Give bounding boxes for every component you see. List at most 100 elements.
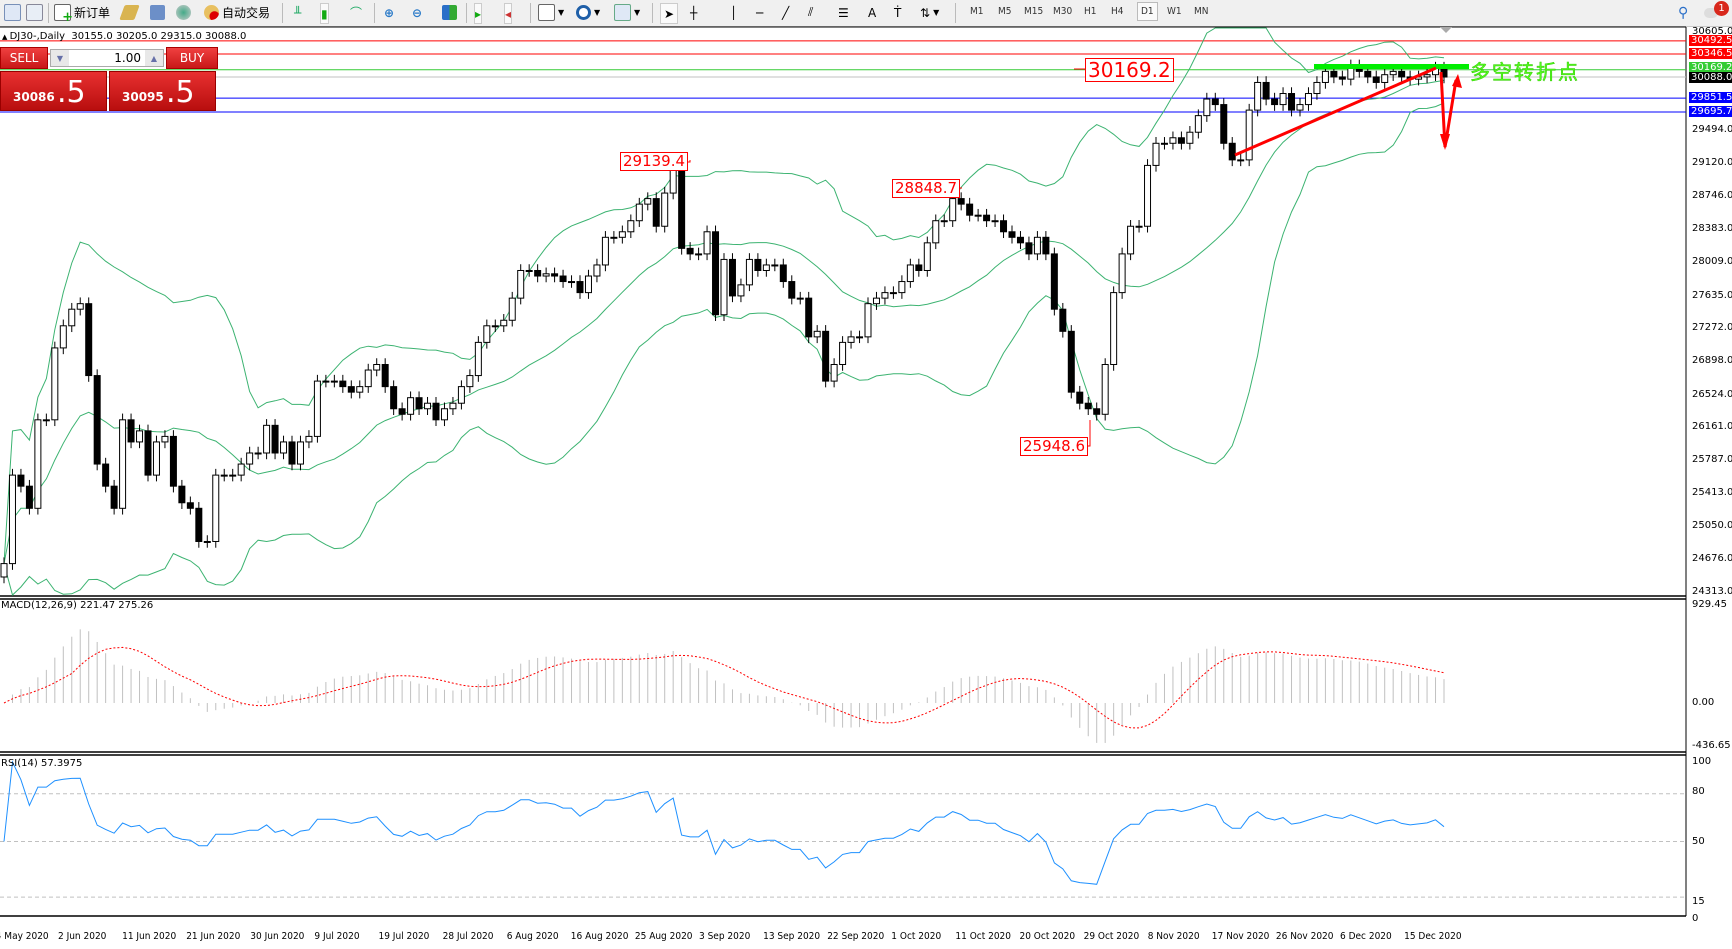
sell-price-button[interactable]: 30086 .5 — [0, 71, 107, 111]
auto-trading-button[interactable]: 自动交易 — [204, 3, 270, 22]
trendline-tool[interactable]: ╱ — [782, 3, 789, 22]
price-tick: 25787.0 — [1692, 454, 1732, 465]
date-tick: 6 Aug 2020 — [506, 931, 559, 942]
line-chart-icon: ⌒ — [350, 6, 363, 20]
arrows-tool[interactable]: ⇅ ▼ — [920, 5, 940, 20]
signals-button[interactable] — [176, 3, 191, 22]
date-tick: 20 Oct 2020 — [1019, 931, 1076, 942]
toolbar-separator — [955, 3, 956, 23]
sell-button[interactable]: SELL — [0, 47, 48, 69]
auto-scroll-button[interactable]: ▸ — [474, 3, 483, 24]
bullish-candle — [1237, 159, 1245, 162]
zoom-out-icon: ⊖ — [412, 5, 423, 20]
rsi-label: RSI(14) 57.3975 — [1, 758, 83, 769]
bearish-candle — [652, 198, 660, 227]
macd-indicator — [3, 629, 1445, 743]
bullish-candle — [1423, 74, 1431, 78]
fibonacci-tool[interactable]: ☰ — [838, 3, 849, 22]
crosshair-tool[interactable]: ┼ — [690, 3, 697, 22]
volume-increase-button[interactable]: ▲ — [145, 50, 163, 66]
timeframe-m1[interactable]: M1 — [970, 6, 984, 17]
bullish-candle — [407, 397, 415, 415]
toolbar: + 新订单 自动交易 ╨ ▮ ⌒ ⊕ ⊖ ▸ ◂ ▼ ▼ ▼ ➤ ┼ │ ─ ╱ … — [0, 0, 1732, 27]
price-tick: 25050.0 — [1692, 520, 1732, 531]
volume-value[interactable]: 1.00 — [114, 51, 141, 65]
messages-button[interactable]: 1 — [1704, 1, 1729, 22]
date-tick: 24 May 2020 — [0, 931, 49, 942]
price-tick: 28009.0 — [1692, 256, 1732, 267]
bearish-candle — [195, 507, 203, 542]
volume-field[interactable]: ▼ 1.00 ▲ — [50, 49, 164, 67]
bullish-candle — [280, 441, 288, 454]
bullish-candle — [237, 463, 245, 476]
new-order-button[interactable]: + 新订单 — [54, 3, 111, 24]
chart-shift-icon: ◂ — [505, 6, 512, 21]
bullish-candle — [203, 540, 211, 543]
candlestick-button[interactable]: ▮ — [320, 3, 329, 24]
new-order-label: 新订单 — [74, 6, 111, 20]
equidistant-channel-tool[interactable]: ⫽ — [808, 3, 813, 22]
candlestick-icon: ▮ — [321, 6, 328, 21]
search-button[interactable]: ⚲ — [1678, 3, 1688, 22]
timeframe-m5[interactable]: M5 — [998, 6, 1012, 17]
bullish-candle — [771, 264, 779, 267]
timeframe-h1[interactable]: H1 — [1084, 6, 1097, 17]
bullish-candle — [1279, 93, 1287, 106]
bullish-candle — [517, 269, 525, 299]
text-tool[interactable]: A — [868, 3, 876, 22]
chart-shift-marker — [1440, 27, 1452, 33]
timeframe-m15[interactable]: M15 — [1024, 6, 1044, 17]
navigator-button[interactable] — [26, 3, 43, 22]
bullish-candle — [1033, 236, 1041, 255]
reversal-point-annotation[interactable]: 多空转折点 — [1470, 60, 1580, 85]
bearish-candle — [1093, 408, 1101, 415]
timeframe-m30[interactable]: M30 — [1053, 6, 1073, 17]
line-chart-button[interactable]: ⌒ — [350, 3, 362, 22]
date-tick: 29 Oct 2020 — [1083, 931, 1140, 942]
templates-button[interactable]: ▼ — [614, 3, 640, 22]
price-callout-28848[interactable]: 28848.7 — [892, 179, 961, 198]
clock-icon — [576, 5, 591, 20]
tile-windows-button[interactable] — [442, 3, 457, 22]
price-tick: 25413.0 — [1692, 487, 1732, 498]
horizontal-line-icon: ─ — [756, 5, 764, 20]
buy-button[interactable]: BUY — [166, 47, 218, 69]
zoom-out-button[interactable]: ⊖ — [412, 3, 422, 22]
price-callout-29139[interactable]: 29139.4 — [620, 152, 689, 171]
date-tick: 22 Sep 2020 — [827, 931, 885, 942]
price-callout-30169[interactable]: 30169.2 — [1085, 58, 1174, 82]
buy-price-button[interactable]: 30095 .5 — [109, 71, 216, 111]
candlesticks — [0, 59, 1448, 584]
timeframe-mn[interactable]: MN — [1194, 6, 1209, 17]
vertical-line-tool[interactable]: │ — [730, 3, 737, 22]
collapse-triangle-icon[interactable]: ▲ — [2, 33, 10, 41]
timeframe-h4[interactable]: H4 — [1111, 6, 1124, 17]
terminal-button[interactable] — [150, 3, 165, 22]
drawings — [682, 27, 1469, 447]
bearish-candle — [144, 430, 152, 476]
bullish-candle — [364, 369, 372, 388]
price-callout-25948[interactable]: 25948.6 — [1020, 437, 1089, 456]
bullish-candle — [525, 269, 533, 272]
indicators-button[interactable]: ▼ — [538, 3, 564, 22]
bearish-candle — [712, 231, 720, 316]
bearish-candle — [788, 281, 796, 299]
timeframe-d1[interactable]: D1 — [1137, 2, 1158, 21]
bearish-candle — [25, 485, 33, 509]
periods-button[interactable]: ▼ — [576, 3, 600, 22]
date-tick: 3 Sep 2020 — [699, 931, 751, 942]
horizontal-line-tool[interactable]: ─ — [756, 3, 763, 22]
chart-shift-button[interactable]: ◂ — [504, 3, 513, 24]
bearish-candle — [1016, 236, 1024, 244]
timeframe-w1[interactable]: W1 — [1167, 6, 1182, 17]
cursor-tool[interactable]: ➤ — [660, 3, 679, 24]
profiles-button[interactable] — [4, 3, 21, 22]
volume-decrease-button[interactable]: ▼ — [51, 50, 69, 66]
bar-chart-button[interactable]: ╨ — [294, 3, 301, 22]
zoom-in-icon: ⊕ — [384, 5, 395, 20]
text-label-tool[interactable]: Ṫ — [894, 3, 901, 22]
bullish-candle — [220, 474, 228, 477]
zoom-in-button[interactable]: ⊕ — [384, 3, 394, 22]
rsi-tick: 50 — [1692, 836, 1705, 847]
